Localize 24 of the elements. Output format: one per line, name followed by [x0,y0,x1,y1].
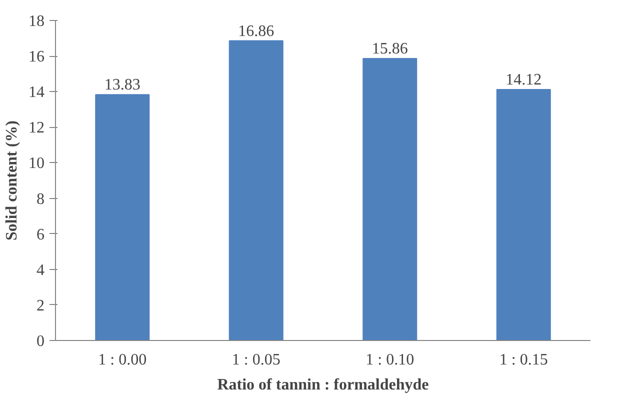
y-tick-label: 10 [28,155,44,172]
bar [362,58,418,340]
data-label: 14.12 [506,71,542,88]
x-axis-title: Ratio of tannin : formaldehyde [217,376,429,394]
y-tick-label: 6 [36,226,44,244]
y-tick-label: 0 [36,333,44,350]
x-tick-label: 1 : 0.15 [499,352,548,368]
bar [95,94,150,340]
y-tick-label: 8 [36,190,44,208]
y-tick-label: 14 [28,84,44,102]
data-label: 15.86 [372,40,408,58]
x-tick-label: 1 : 0.05 [232,352,280,368]
bar [228,40,284,340]
x-tick-label: 1 : 0.10 [366,352,414,368]
data-label: 13.83 [104,76,140,94]
x-tick-label: 1 : 0.00 [98,352,147,368]
y-tick-label: 4 [36,262,44,279]
y-tick-label: 18 [28,13,44,30]
bar [496,88,551,340]
y-tick-label: 16 [28,48,44,66]
y-tick-label: 2 [36,297,44,314]
data-label: 16.86 [238,22,274,40]
y-axis-title: Solid content (%) [4,120,20,240]
y-tick-label: 12 [28,120,44,137]
